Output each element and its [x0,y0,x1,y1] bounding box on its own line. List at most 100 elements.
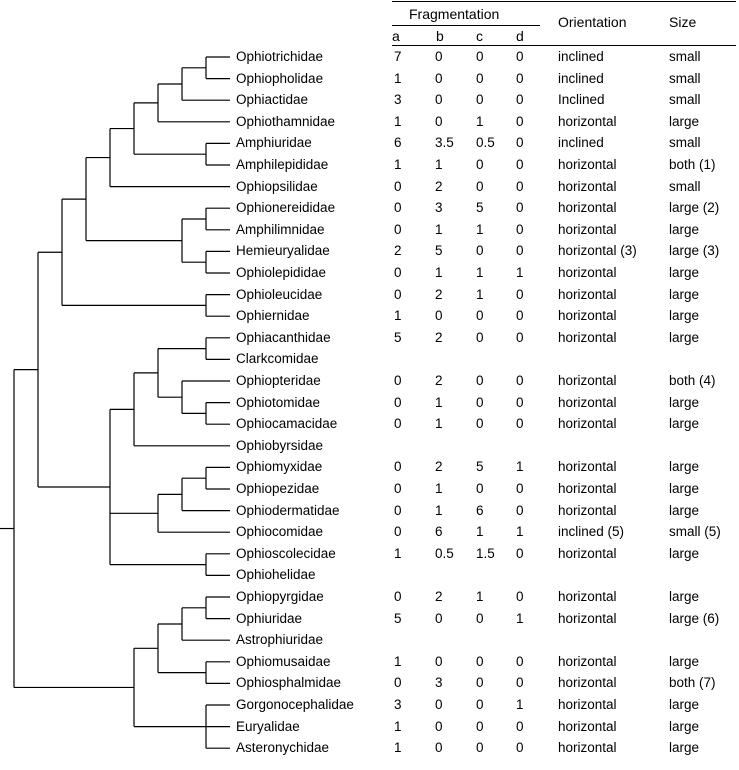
fragmentation-d: 1 [516,524,524,539]
taxon-name: Ophiobyrsidae [236,438,324,453]
size-cell: large (2) [669,200,720,215]
taxon-name: Ophiohelidae [236,567,316,582]
size-cell: small [669,49,701,64]
taxon-name: Ophiocomidae [236,524,324,539]
fragmentation-a: 5 [394,330,402,345]
size-cell: large [669,740,700,755]
taxon-name: Ophiodermatidae [236,503,340,518]
fragmentation-d: 0 [516,654,524,669]
taxon-name: Ophiopteridae [236,373,321,388]
fragmentation-a: 7 [394,49,402,64]
fragmentation-b: 3 [435,200,443,215]
size-cell: large (3) [669,243,720,258]
fragmentation-c: 0 [476,92,484,107]
size-cell: both (4) [669,373,716,388]
orientation-cell: horizontal [558,719,617,734]
fragmentation-a: 0 [394,373,402,388]
fragmentation-c: 0.5 [476,135,495,150]
fragmentation-d: 0 [516,503,524,518]
taxon-name: Amphilepididae [236,157,329,172]
fragmentation-b: 2 [435,459,443,474]
size-cell: small [669,71,701,86]
fragmentation-b: 2 [435,179,443,194]
orientation-cell: horizontal [558,287,617,302]
taxon-name: Ophiosphalmidae [236,675,342,690]
fragmentation-c: 1 [476,589,484,604]
orientation-cell: horizontal [558,697,617,712]
subcol-d-header: d [516,28,524,44]
orientation-cell: inclined [558,135,604,150]
fragmentation-a: 1 [394,740,402,755]
fragmentation-b: 5 [435,243,443,258]
fragmentation-d: 0 [516,546,524,561]
orientation-cell: horizontal [558,654,617,669]
fragmentation-b: 1 [435,416,443,431]
fragmentation-d: 0 [516,287,524,302]
fragmentation-c: 1 [476,114,484,129]
orientation-cell: horizontal [558,222,617,237]
fragmentation-b: 6 [435,524,443,539]
taxon-name: Ophiopsilidae [236,179,318,194]
fragmentation-b: 1 [435,222,443,237]
fragmentation-a: 5 [394,611,402,626]
subcol-c-header: c [476,28,483,44]
taxon-name: Ophiopezidae [236,481,320,496]
orientation-cell: horizontal [558,308,617,323]
taxon-name: Ophiocamacidae [236,416,338,431]
size-cell: large [669,654,700,669]
taxon-name: Hemieuryalidae [236,243,330,258]
fragmentation-d: 0 [516,243,524,258]
taxon-name: Ophiactidae [236,92,309,107]
fragmentation-c: 0 [476,481,484,496]
orientation-cell: horizontal (3) [558,243,637,258]
size-cell: large [669,222,700,237]
fragmentation-b: 2 [435,330,443,345]
orientation-cell: inclined [558,49,604,64]
taxon-name: Ophiuridae [236,611,303,626]
size-cell: both (7) [669,675,716,690]
fragmentation-d: 0 [516,589,524,604]
fragmentation-d: 1 [516,265,524,280]
fragmentation-d: 0 [516,71,524,86]
fragmentation-d: 0 [516,49,524,64]
fragmentation-a: 0 [394,265,402,280]
fragmentation-d: 0 [516,179,524,194]
orientation-cell: horizontal [558,330,617,345]
phylogenetic-tree [0,56,230,749]
fragmentation-b: 0.5 [435,546,454,561]
orientation-cell: horizontal [558,546,617,561]
fragmentation-d: 0 [516,330,524,345]
fragmentation-b: 0 [435,114,443,129]
orientation-cell: inclined (5) [558,524,625,539]
taxon-name: Euryalidae [236,719,300,734]
orientation-cell: horizontal [558,740,617,755]
orientation-cell: horizontal [558,114,617,129]
orientation-cell: horizontal [558,611,617,626]
fragmentation-c: 0 [476,308,484,323]
fragmentation-b: 1 [435,481,443,496]
taxon-name: Clarkcomidae [236,351,319,366]
size-cell: small [669,92,701,107]
fragmentation-b: 1 [435,395,443,410]
fragmentation-a: 1 [394,308,402,323]
fragmentation-b: 0 [435,611,443,626]
size-cell: large [669,416,700,431]
size-header: Size [669,14,697,30]
fragmentation-b: 2 [435,287,443,302]
orientation-cell: horizontal [558,373,617,388]
fragmentation-c: 0 [476,49,484,64]
size-cell: small (5) [669,524,721,539]
fragmentation-c: 6 [476,503,484,518]
taxon-name: Ophioleucidae [236,287,323,302]
orientation-header: Orientation [558,14,627,30]
size-cell: large [669,114,700,129]
orientation-cell: horizontal [558,179,617,194]
taxon-name: Ophiomyxidae [236,459,323,474]
taxon-name: Ophiotrichidae [236,49,324,64]
fragmentation-d: 0 [516,395,524,410]
fragmentation-a: 1 [394,157,402,172]
fragmentation-a: 0 [394,179,402,194]
fragmentation-c: 1 [476,287,484,302]
fragmentation-c: 0 [476,675,484,690]
size-cell: large [669,503,700,518]
